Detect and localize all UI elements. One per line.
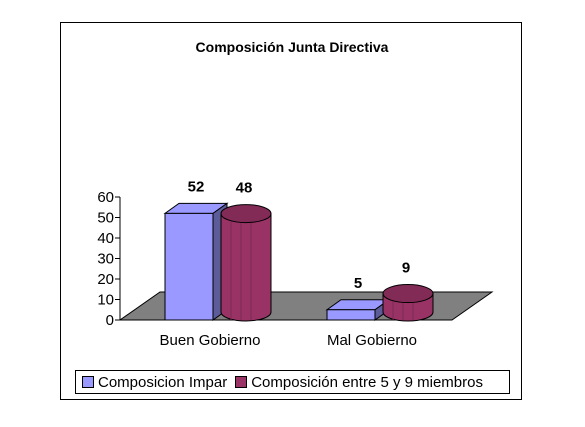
y-tick-label: 10	[97, 292, 114, 309]
chart-title: Composición Junta Directiva	[196, 39, 389, 55]
x-category-label: Mal Gobierno	[327, 332, 417, 349]
bar-1-1	[163, 202, 229, 321]
y-tick-label: 50	[97, 210, 114, 227]
legend-item-series-1: Composicion Impar	[82, 374, 227, 391]
legend-item-series-2: Composición entre 5 y 9 miembros	[235, 374, 483, 391]
legend-label-series-1: Composicion Impar	[98, 373, 228, 391]
y-tick-label: 20	[97, 271, 114, 288]
bar-2-2	[382, 284, 434, 322]
chart-frame	[60, 22, 522, 400]
x-category-label: Buen Gobierno	[160, 332, 261, 349]
data-label: 48	[236, 180, 253, 197]
data-label: 52	[188, 178, 205, 195]
legend: Composicion Impar Composición entre 5 y …	[75, 370, 510, 394]
legend-swatch-series-1	[82, 376, 94, 388]
legend-swatch-series-2	[235, 376, 248, 388]
legend-label-series-2: Composición entre 5 y 9 miembros	[251, 373, 483, 391]
y-tick-label: 30	[97, 251, 114, 268]
y-tick-label: 0	[106, 312, 114, 329]
data-label: 5	[354, 275, 362, 292]
bar-1-2	[325, 298, 391, 321]
data-label: 9	[402, 260, 410, 277]
y-tick-label: 60	[97, 189, 114, 206]
bar-2-1	[220, 204, 272, 322]
y-tick-label: 40	[97, 230, 114, 247]
